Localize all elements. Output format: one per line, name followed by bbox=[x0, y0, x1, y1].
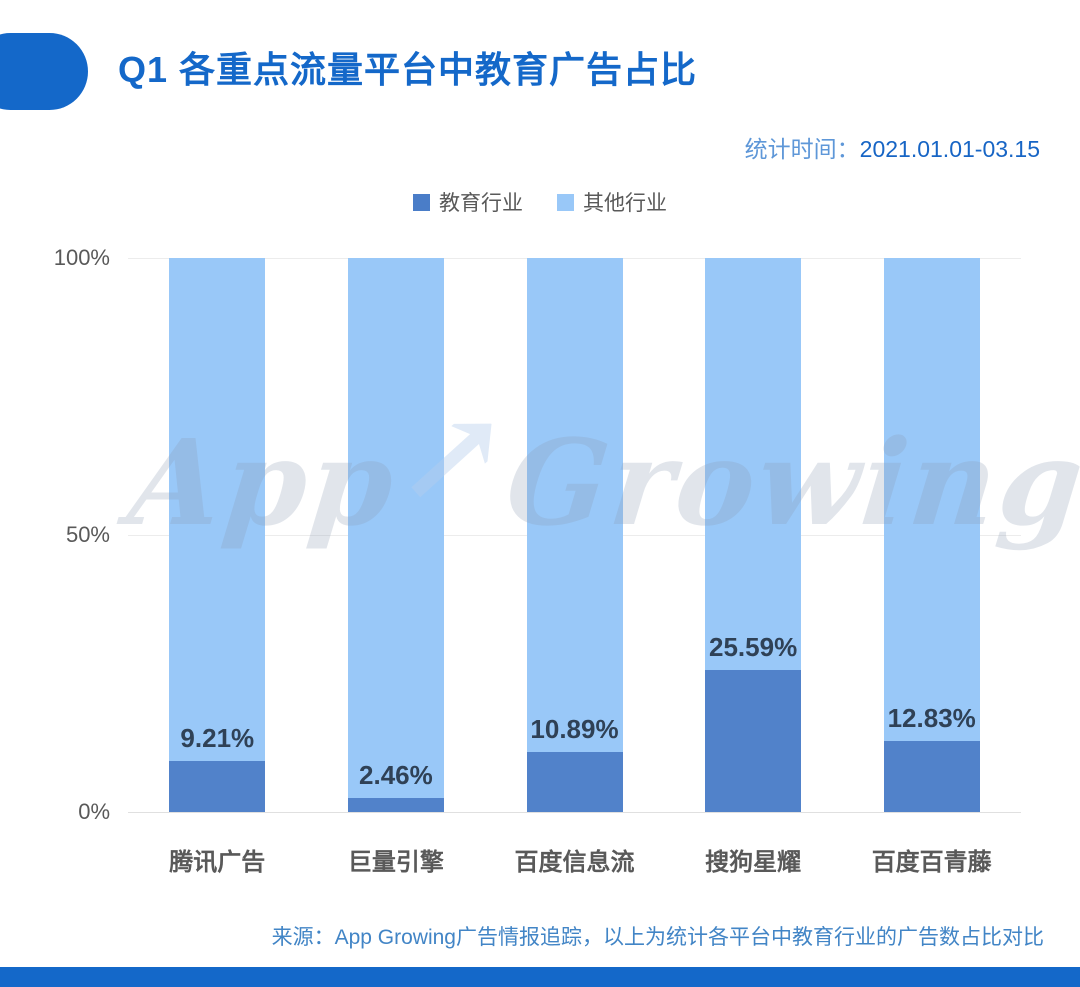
stat-time-label: 统计时间： bbox=[744, 136, 860, 162]
gridline bbox=[128, 811, 1021, 813]
bar-value-label: 10.89% bbox=[530, 713, 619, 744]
stacked-bar-chart: App ↗ Growing 100% 50% 0% 9.21% 腾讯广告 2.46% 巨量引擎 1… bbox=[54, 245, 1080, 876]
bar-segment-other bbox=[705, 258, 802, 671]
bar-segment-other bbox=[169, 258, 266, 761]
x-axis-label: 巨量引擎 bbox=[347, 849, 444, 876]
bar-segment-education bbox=[883, 740, 980, 812]
x-axis-label: 腾讯广告 bbox=[169, 849, 266, 876]
source-note: 来源：App Growing广告情报追踪，以上为统计各平台中教育行业的广告数占比… bbox=[271, 926, 1044, 949]
bar-segment-education bbox=[347, 798, 444, 812]
bar-segment-education bbox=[526, 751, 623, 812]
bar-value-label: 9.21% bbox=[180, 722, 255, 753]
stat-time: 统计时间：2021.01.01-03.15 bbox=[745, 130, 1040, 164]
legend-label: 教育行业 bbox=[439, 192, 523, 215]
legend-item: 教育行业 bbox=[413, 187, 523, 217]
chart-legend: 教育行业 其他行业 bbox=[0, 187, 1080, 217]
bar-value-label: 12.83% bbox=[887, 702, 976, 733]
bar-segment-other bbox=[347, 258, 444, 799]
bar-segment-education bbox=[705, 670, 802, 812]
bottom-accent-bar bbox=[0, 967, 1080, 987]
bar-segment-education bbox=[169, 760, 266, 812]
bar-value-label: 25.59% bbox=[709, 632, 798, 663]
legend-label: 其他行业 bbox=[583, 192, 667, 215]
legend-swatch bbox=[413, 193, 430, 211]
bar-segment-other bbox=[883, 258, 980, 741]
stat-time-value: 2021.01.01-03.15 bbox=[859, 136, 1040, 162]
x-axis-label: 搜狗星耀 bbox=[705, 849, 802, 876]
bar-segment-other bbox=[526, 258, 623, 752]
x-axis-label: 百度百青藤 bbox=[871, 849, 992, 876]
legend-item: 其他行业 bbox=[557, 187, 667, 217]
page-title: Q1 各重点流量平台中教育广告占比 bbox=[118, 49, 698, 90]
title-accent-pill bbox=[0, 33, 88, 110]
y-axis-tick: 50% bbox=[65, 522, 110, 547]
bar-value-label: 2.46% bbox=[359, 760, 433, 791]
legend-swatch bbox=[557, 193, 574, 211]
y-axis-tick: 0% bbox=[78, 799, 110, 824]
x-axis-label: 百度信息流 bbox=[514, 849, 635, 876]
y-axis-tick: 100% bbox=[53, 245, 110, 270]
